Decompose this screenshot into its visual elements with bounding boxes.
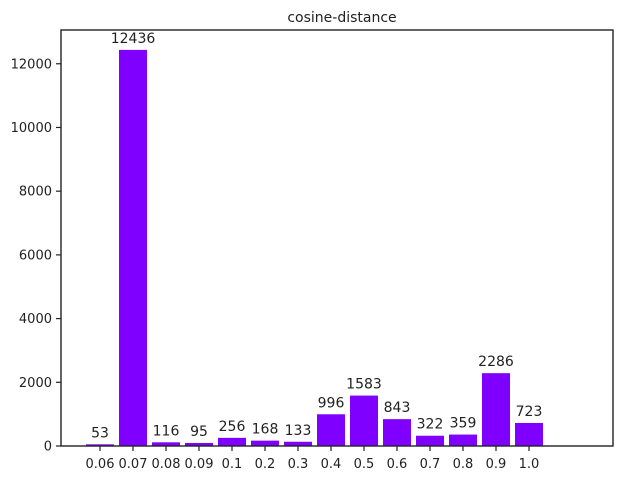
data-label-0.09: 95	[190, 424, 208, 440]
bar-0.08	[152, 442, 180, 446]
bar-0.06	[86, 444, 114, 446]
bars-group	[86, 49, 543, 447]
y-tick-label-4000: 4000	[19, 312, 52, 327]
x-tick-label-0.9: 0.9	[486, 457, 507, 472]
bar-0.6	[383, 419, 411, 446]
x-tick-label-0.2: 0.2	[255, 457, 276, 472]
x-tick-label-0.09: 0.09	[185, 457, 214, 472]
data-label-0.2: 168	[252, 422, 279, 438]
bar-0.4	[317, 414, 345, 446]
data-label-0.08: 116	[153, 423, 180, 439]
data-label-0.5: 1583	[346, 377, 382, 393]
data-label-0.9: 2286	[478, 354, 514, 370]
data-label-1.0: 723	[516, 404, 543, 420]
bar-0.07	[119, 49, 147, 447]
data-label-0.7: 322	[417, 417, 444, 433]
bar-1.0	[515, 422, 543, 446]
y-tick-label-10000: 10000	[11, 121, 52, 136]
data-label-0.3: 133	[285, 423, 312, 439]
data-label-0.6: 843	[384, 400, 411, 416]
x-tick-label-0.07: 0.07	[119, 457, 148, 472]
x-tick-label-0.08: 0.08	[152, 457, 181, 472]
plot-frame	[60, 29, 614, 447]
bar-0.9	[482, 373, 510, 446]
data-label-0.1: 256	[219, 419, 246, 435]
y-tick-label-2000: 2000	[19, 376, 52, 391]
y-axis: 0 2000 4000 6000 8000 10000 12000	[11, 57, 61, 455]
y-tick-label-6000: 6000	[19, 248, 52, 263]
bar-0.8	[449, 434, 477, 446]
x-tick-label-0.7: 0.7	[420, 457, 441, 472]
bar-0.3	[284, 441, 312, 446]
x-axis: 0.06 0.07 0.08 0.09 0.1 0.2 0.3 0.4 0.5 0.6 0.7 0.8…	[86, 446, 540, 472]
x-tick-label-0.4: 0.4	[321, 457, 342, 472]
x-tick-label-0.1: 0.1	[222, 457, 243, 472]
x-tick-label-0.5: 0.5	[354, 457, 375, 472]
bar-0.09	[185, 442, 213, 446]
data-label-0.07: 12436	[111, 31, 156, 47]
x-tick-label-0.8: 0.8	[453, 457, 474, 472]
y-tick-label-0: 0	[44, 440, 52, 455]
data-label-0.06: 53	[91, 425, 109, 441]
x-tick-label-0.3: 0.3	[288, 457, 309, 472]
data-label-0.4: 996	[318, 395, 345, 411]
y-tick-label-8000: 8000	[19, 185, 52, 200]
bar-0.2	[251, 440, 279, 446]
bar-0.5	[350, 395, 378, 446]
x-tick-label-1.0: 1.0	[519, 457, 540, 472]
data-label-0.8: 359	[450, 416, 477, 432]
bar-0.1	[218, 437, 246, 446]
x-tick-label-0.06: 0.06	[86, 457, 115, 472]
x-tick-label-0.6: 0.6	[387, 457, 408, 472]
y-tick-label-12000: 12000	[11, 57, 52, 72]
bar-0.7	[416, 435, 444, 446]
chart-title: cosine-distance	[287, 10, 396, 26]
